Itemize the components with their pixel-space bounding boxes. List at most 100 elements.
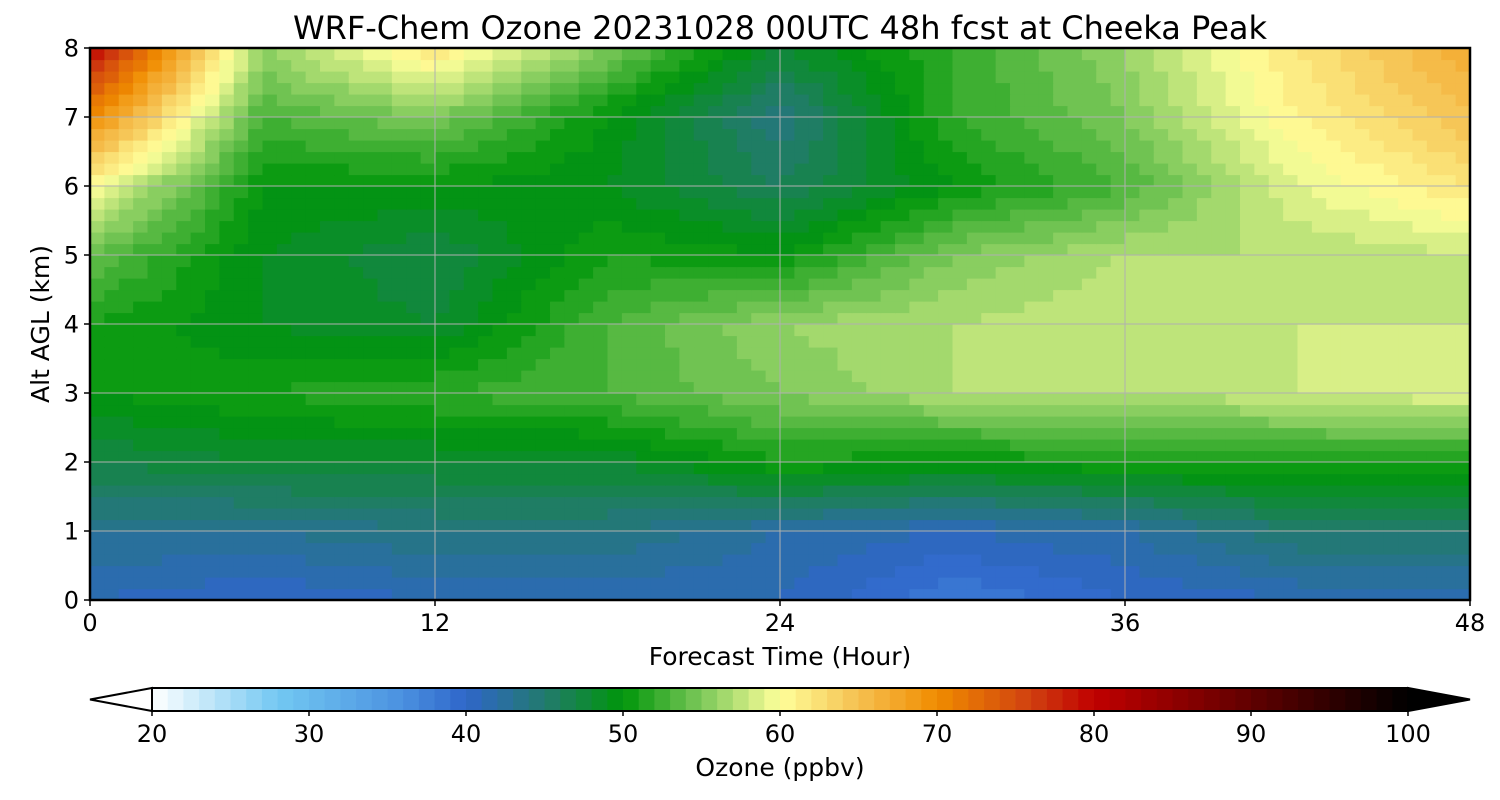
- heatmap-cell: [1369, 427, 1385, 440]
- heatmap-cell: [1340, 462, 1356, 475]
- heatmap-cell: [1383, 347, 1399, 360]
- heatmap-cell: [650, 462, 666, 475]
- heatmap-cell: [751, 473, 767, 486]
- heatmap-cell: [506, 347, 522, 360]
- heatmap-cell: [1196, 59, 1212, 72]
- colorbar: 20 30 40 50 60 70 80 90 100 Ozone (ppbv): [89, 686, 1471, 782]
- heatmap-cell: [1081, 473, 1097, 486]
- heatmap-cell: [607, 496, 623, 509]
- heatmap-cell: [1125, 485, 1140, 498]
- heatmap-cell: [334, 220, 350, 233]
- heatmap-cell: [147, 324, 163, 337]
- heatmap-cell: [593, 197, 609, 210]
- heatmap-cell: [1038, 105, 1054, 118]
- heatmap-cell: [1153, 301, 1169, 314]
- heatmap-cell: [895, 186, 910, 199]
- heatmap-cell: [1010, 473, 1025, 486]
- heatmap-cell: [880, 278, 896, 291]
- heatmap-cell: [104, 289, 120, 302]
- heatmap-cell: [406, 312, 422, 325]
- heatmap-cell: [1139, 151, 1155, 164]
- heatmap-cell: [420, 404, 436, 417]
- heatmap-cell: [1125, 588, 1140, 600]
- heatmap-cell: [780, 416, 795, 429]
- colorbar-swatch: [371, 688, 388, 711]
- heatmap-cell: [506, 243, 522, 256]
- heatmap-cell: [765, 82, 781, 95]
- heatmap-cell: [780, 140, 795, 153]
- heatmap-cell: [118, 416, 134, 429]
- heatmap-cell: [219, 554, 235, 567]
- heatmap-cell: [1182, 393, 1198, 406]
- heatmap-cell: [1182, 105, 1198, 118]
- heatmap-cell: [205, 278, 220, 291]
- heatmap-cell: [736, 289, 752, 302]
- heatmap-cell: [190, 485, 206, 498]
- heatmap-cell: [276, 140, 292, 153]
- colorbar-swatch: [874, 688, 891, 711]
- heatmap-cell: [794, 324, 810, 337]
- heatmap-cell: [923, 485, 939, 498]
- heatmap-cell: [880, 48, 896, 61]
- heatmap-cell: [1441, 163, 1457, 176]
- heatmap-cell: [1441, 565, 1457, 578]
- heatmap-cell: [837, 542, 853, 555]
- heatmap-cell: [1398, 324, 1414, 337]
- heatmap-cell: [463, 347, 479, 360]
- heatmap-cell: [1196, 404, 1212, 417]
- heatmap-cell: [435, 577, 450, 590]
- heatmap-cell: [262, 531, 278, 544]
- heatmap-cell: [794, 140, 810, 153]
- heatmap-cell: [765, 255, 781, 268]
- heatmap-cell: [1182, 220, 1198, 233]
- heatmap-cell: [334, 531, 350, 544]
- heatmap-cell: [305, 381, 321, 394]
- heatmap-cell: [233, 427, 249, 440]
- heatmap-cell: [1110, 462, 1126, 475]
- heatmap-cell: [952, 554, 968, 567]
- heatmap-cell: [521, 496, 537, 509]
- heatmap-cell: [1398, 358, 1414, 371]
- heatmap-cell: [1340, 485, 1356, 498]
- heatmap-cell: [377, 82, 393, 95]
- heatmap-cell: [995, 439, 1011, 452]
- heatmap-cell: [1383, 105, 1399, 118]
- heatmap-cell: [1096, 289, 1112, 302]
- heatmap-cell: [1053, 128, 1069, 141]
- heatmap-cell: [1297, 266, 1313, 279]
- heatmap-cell: [391, 565, 407, 578]
- heatmap-cell: [1067, 450, 1083, 463]
- heatmap-cell: [248, 358, 264, 371]
- heatmap-cell: [478, 577, 494, 590]
- heatmap-cell: [880, 243, 896, 256]
- heatmap-cell: [133, 312, 149, 325]
- heatmap-cell: [1268, 577, 1284, 590]
- heatmap-cell: [607, 416, 623, 429]
- heatmap-cell: [406, 416, 422, 429]
- heatmap-cell: [449, 82, 465, 95]
- heatmap-cell: [1125, 197, 1140, 210]
- heatmap-cell: [837, 554, 853, 567]
- heatmap-cell: [1326, 427, 1342, 440]
- heatmap-cell: [348, 48, 364, 61]
- heatmap-cell: [1168, 278, 1184, 291]
- heatmap-cell: [233, 496, 249, 509]
- heatmap-cell: [621, 186, 637, 199]
- heatmap-cell: [176, 508, 192, 521]
- heatmap-cell: [521, 416, 537, 429]
- heatmap-cell: [1110, 439, 1126, 452]
- heatmap-cell: [1268, 347, 1284, 360]
- heatmap-cell: [133, 140, 149, 153]
- heatmap-cell: [895, 370, 910, 383]
- heatmap-cell: [291, 554, 307, 567]
- colorbar-swatch: [999, 688, 1016, 711]
- heatmap-cell: [1053, 542, 1069, 555]
- heatmap-cell: [837, 117, 853, 130]
- heatmap-cell: [391, 151, 407, 164]
- heatmap-cell: [1268, 485, 1284, 498]
- heatmap-cell: [1125, 519, 1140, 532]
- heatmap-cell: [391, 347, 407, 360]
- heatmap-cell: [550, 140, 565, 153]
- heatmap-cell: [1297, 301, 1313, 314]
- heatmap-cell: [1326, 531, 1342, 544]
